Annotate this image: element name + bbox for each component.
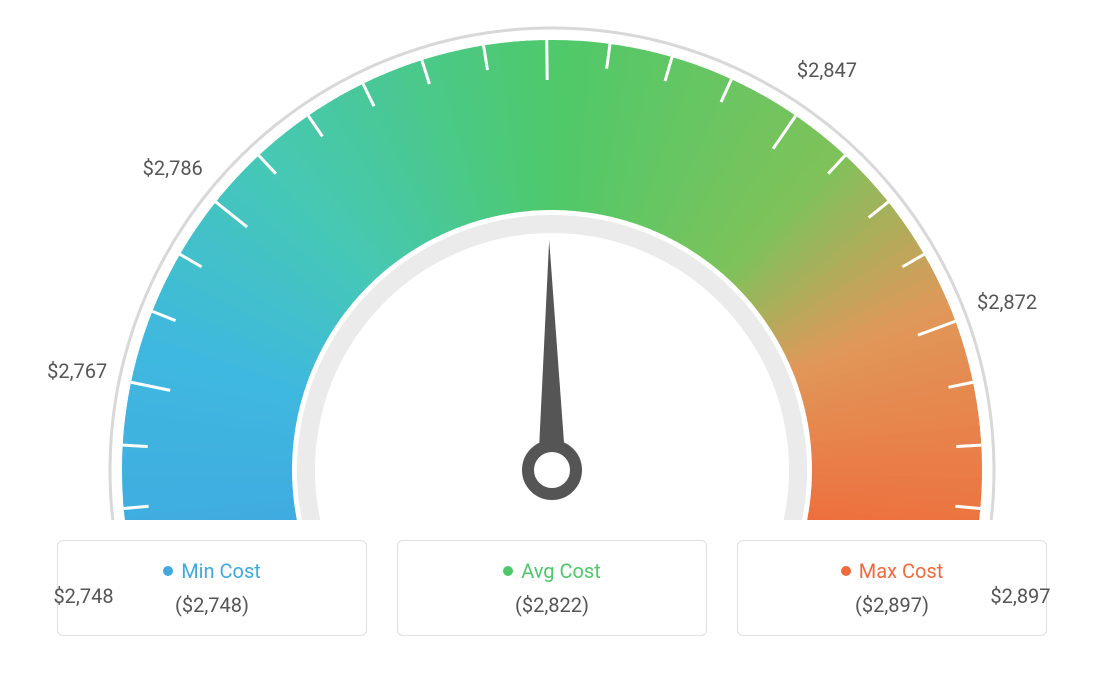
gauge-tick-label: $2,786	[143, 156, 203, 180]
gauge-tick-label: $2,897	[990, 584, 1050, 608]
gauge-svg	[0, 0, 1104, 520]
legend-label: Avg Cost	[521, 559, 601, 583]
gauge-chart: $2,748$2,767$2,786$2,822$2,847$2,872$2,8…	[0, 0, 1104, 520]
dot-icon	[163, 566, 173, 576]
dot-icon	[503, 566, 513, 576]
gauge-tick-label: $2,767	[47, 359, 107, 383]
legend-row: Min Cost ($2,748) Avg Cost ($2,822) Max …	[0, 520, 1104, 636]
legend-title-max: Max Cost	[841, 559, 944, 583]
legend-title-min: Min Cost	[163, 559, 261, 583]
legend-label: Max Cost	[859, 559, 944, 583]
gauge-tick-label: $2,748	[53, 584, 113, 608]
gauge-tick-label: $2,847	[797, 58, 857, 82]
gauge-tick-label: $2,872	[977, 290, 1037, 314]
legend-label: Min Cost	[181, 559, 261, 583]
legend-card-avg: Avg Cost ($2,822)	[397, 540, 707, 636]
legend-title-avg: Avg Cost	[503, 559, 601, 583]
dot-icon	[841, 566, 851, 576]
legend-value-avg: ($2,822)	[410, 593, 694, 617]
